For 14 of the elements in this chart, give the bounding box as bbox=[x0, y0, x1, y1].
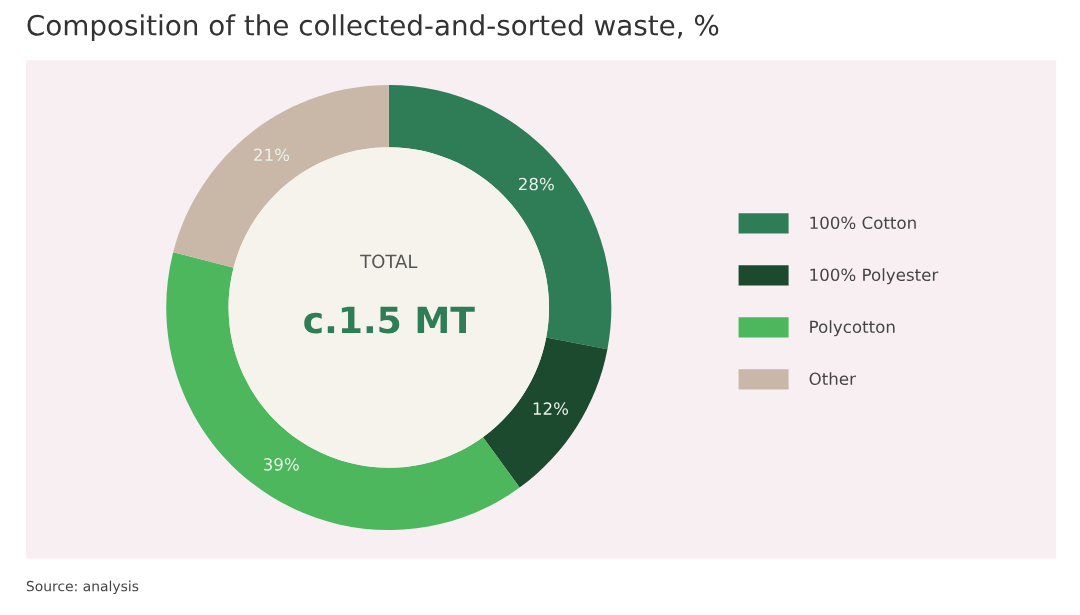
donut-slice bbox=[166, 252, 520, 531]
data-label: 21% bbox=[254, 148, 290, 162]
chart-title: Composition of the collected-and-sorted waste, % bbox=[27, 14, 719, 42]
text: TOTAL bbox=[360, 254, 418, 269]
data-label: 12% bbox=[533, 402, 569, 415]
source-note: Source: analysis bbox=[26, 580, 139, 595]
legend-label: 100% Polyester bbox=[810, 268, 939, 285]
legend-label: Polycotton bbox=[810, 320, 895, 337]
legend-label: Other bbox=[809, 372, 856, 386]
data-label: 39% bbox=[263, 458, 299, 471]
data-label: 28% bbox=[518, 177, 554, 191]
donut-slice bbox=[482, 337, 608, 488]
text: c.1.5 MT bbox=[304, 306, 475, 334]
legend-label: 100% Cotton bbox=[810, 216, 916, 230]
